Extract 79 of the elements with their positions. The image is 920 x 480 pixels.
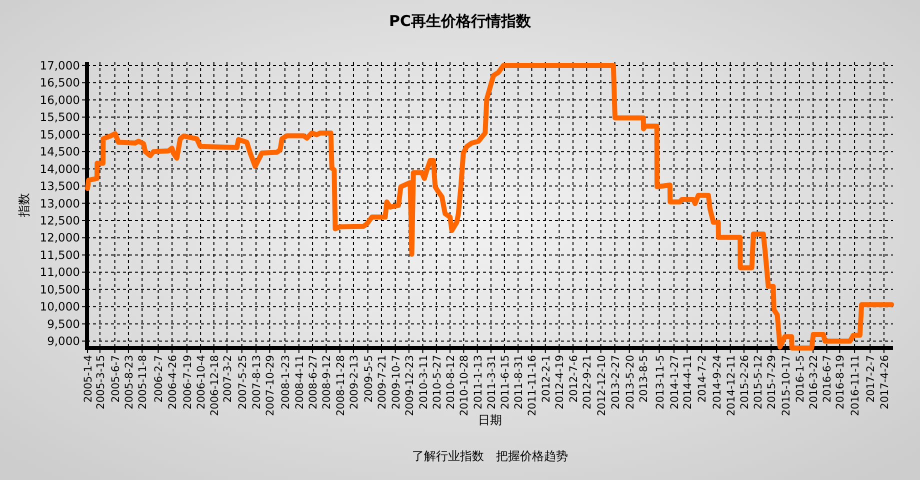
x-tick-label: 2009-7-21 [376, 355, 388, 410]
x-tick-label: 2011-1-13 [472, 355, 484, 410]
x-tick-label: 2009-12-23 [404, 355, 416, 416]
y-tick-label: 11,000 [40, 265, 80, 280]
x-tick-label: 2013-11-5 [654, 355, 666, 410]
x-tick-label: 2015-7-29 [766, 355, 778, 410]
x-tick-label: 2011-3-31 [486, 355, 498, 410]
x-tick-label: 2005-1-4 [82, 354, 95, 403]
x-tick-label: 2014-4-11 [682, 355, 694, 410]
x-tick-label: 2014-9-24 [712, 354, 724, 410]
x-tick-label: 2016-6-7 [822, 355, 834, 403]
y-tick-label: 10,500 [40, 282, 80, 296]
x-tick-label: 2008-9-12 [321, 355, 334, 410]
y-axis-title: 指数 [17, 193, 31, 218]
x-tick-label: 2007-8-13 [251, 355, 264, 410]
x-tick-label: 2009-5-5 [362, 355, 375, 403]
chart-title: PC再生价格行情指数 [388, 12, 532, 30]
y-tick-label: 14,500 [40, 144, 80, 159]
text: 了解行业指数 把握价格趋势 [412, 449, 568, 463]
y-tick-label: 12,000 [40, 230, 80, 245]
x-tick-label: 2008-6-27 [308, 355, 320, 410]
x-tick-label: 2011-8-31 [513, 355, 526, 410]
x-tick-label: 2010-8-12 [445, 355, 458, 410]
x-tick-label: 2016-1-5 [794, 355, 806, 403]
x-tick-label: 2015-10-17 [780, 355, 792, 416]
x-tick-label: 2005-11-8 [137, 355, 150, 410]
y-tick-label: 17,000 [40, 58, 80, 72]
x-tick-label: 2007-5-25 [236, 355, 249, 410]
x-tick-label: 2016-3-22 [808, 355, 820, 410]
x-tick-label: 2014-1-27 [669, 355, 682, 410]
x-tick-label: 2016-11-11 [850, 355, 862, 416]
x-tick-label: 2012-7-6 [568, 354, 580, 403]
y-tick-label: 14,000 [40, 162, 80, 176]
x-tick-label: 2006-2-7 [153, 355, 166, 403]
x-tick-label: 2006-4-26 [167, 354, 180, 410]
y-tick-label: 12,500 [40, 214, 80, 228]
y-tick-label: 16,000 [40, 92, 80, 107]
x-tick-label: 2006-7-19 [182, 355, 194, 410]
y-tick-label: 15,500 [40, 110, 80, 124]
y-tick-label: 15,000 [40, 127, 80, 142]
y-tick-label: 10,000 [40, 300, 80, 314]
x-tick-label: 2013-5-20 [624, 355, 636, 410]
x-tick-label: 2007-10-29 [264, 355, 277, 416]
x-tick-label: 2014-7-2 [696, 355, 709, 403]
x-tick-label: 2011-6-15 [499, 355, 512, 410]
x-tick-label: 2014-12-11 [725, 355, 738, 416]
y-tick-label: 9,500 [47, 316, 80, 331]
x-tick-label: 2017-4-26 [878, 354, 891, 410]
x-tick-label: 2008-11-28 [334, 355, 347, 416]
x-tick-label: 2012-12-10 [596, 355, 608, 416]
x-tick-label: 2012-4-19 [554, 355, 566, 410]
x-tick-label: 2005-3-15 [94, 355, 107, 410]
x-tick-label: 2009-10-7 [390, 355, 402, 410]
x-tick-label: 2010-3-11 [418, 355, 430, 410]
x-tick-label: 2015-5-12 [752, 355, 764, 410]
x-tick-label: 2008-1-23 [280, 355, 292, 410]
x-tick-label: 2013-8-5 [638, 355, 650, 403]
y-tick-label: 11,500 [40, 248, 80, 262]
y-tick-label: 9,000 [47, 334, 80, 348]
x-tick-label: 2015-2-26 [738, 354, 751, 410]
x-tick-label: 2007-3-2 [222, 355, 234, 403]
x-tick-label: 2012-2-1 [540, 355, 552, 403]
x-tick-label: 2010-5-27 [431, 355, 444, 410]
y-tick-label: 16,500 [40, 76, 80, 90]
x-tick-label: 2013-2-27 [610, 355, 622, 410]
x-tick-label: 2012-9-21 [582, 355, 594, 410]
x-tick-label: 2005-8-23 [123, 355, 136, 410]
x-tick-label: 2005-6-7 [110, 355, 122, 403]
x-tick-label: 2008-4-11 [294, 355, 306, 410]
x-tick-label: 2006-12-18 [208, 355, 221, 416]
x-tick-label: 2017-2-7 [865, 355, 878, 403]
x-tick-label: 2011-11-16 [526, 354, 539, 416]
y-tick-label: 13,500 [40, 179, 80, 194]
x-tick-label: 2010-10-28 [458, 355, 471, 416]
x-tick-label: 2009-2-13 [348, 355, 360, 410]
y-tick-label: 13,000 [40, 196, 80, 210]
x-axis-title: 日期 [478, 413, 502, 427]
x-tick-label: 2016-8-19 [834, 355, 847, 410]
x-tick-label: 2006-10-4 [196, 354, 208, 410]
